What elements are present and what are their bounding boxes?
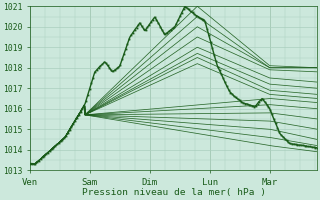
X-axis label: Pression niveau de la mer( hPa ): Pression niveau de la mer( hPa ) <box>82 188 266 197</box>
